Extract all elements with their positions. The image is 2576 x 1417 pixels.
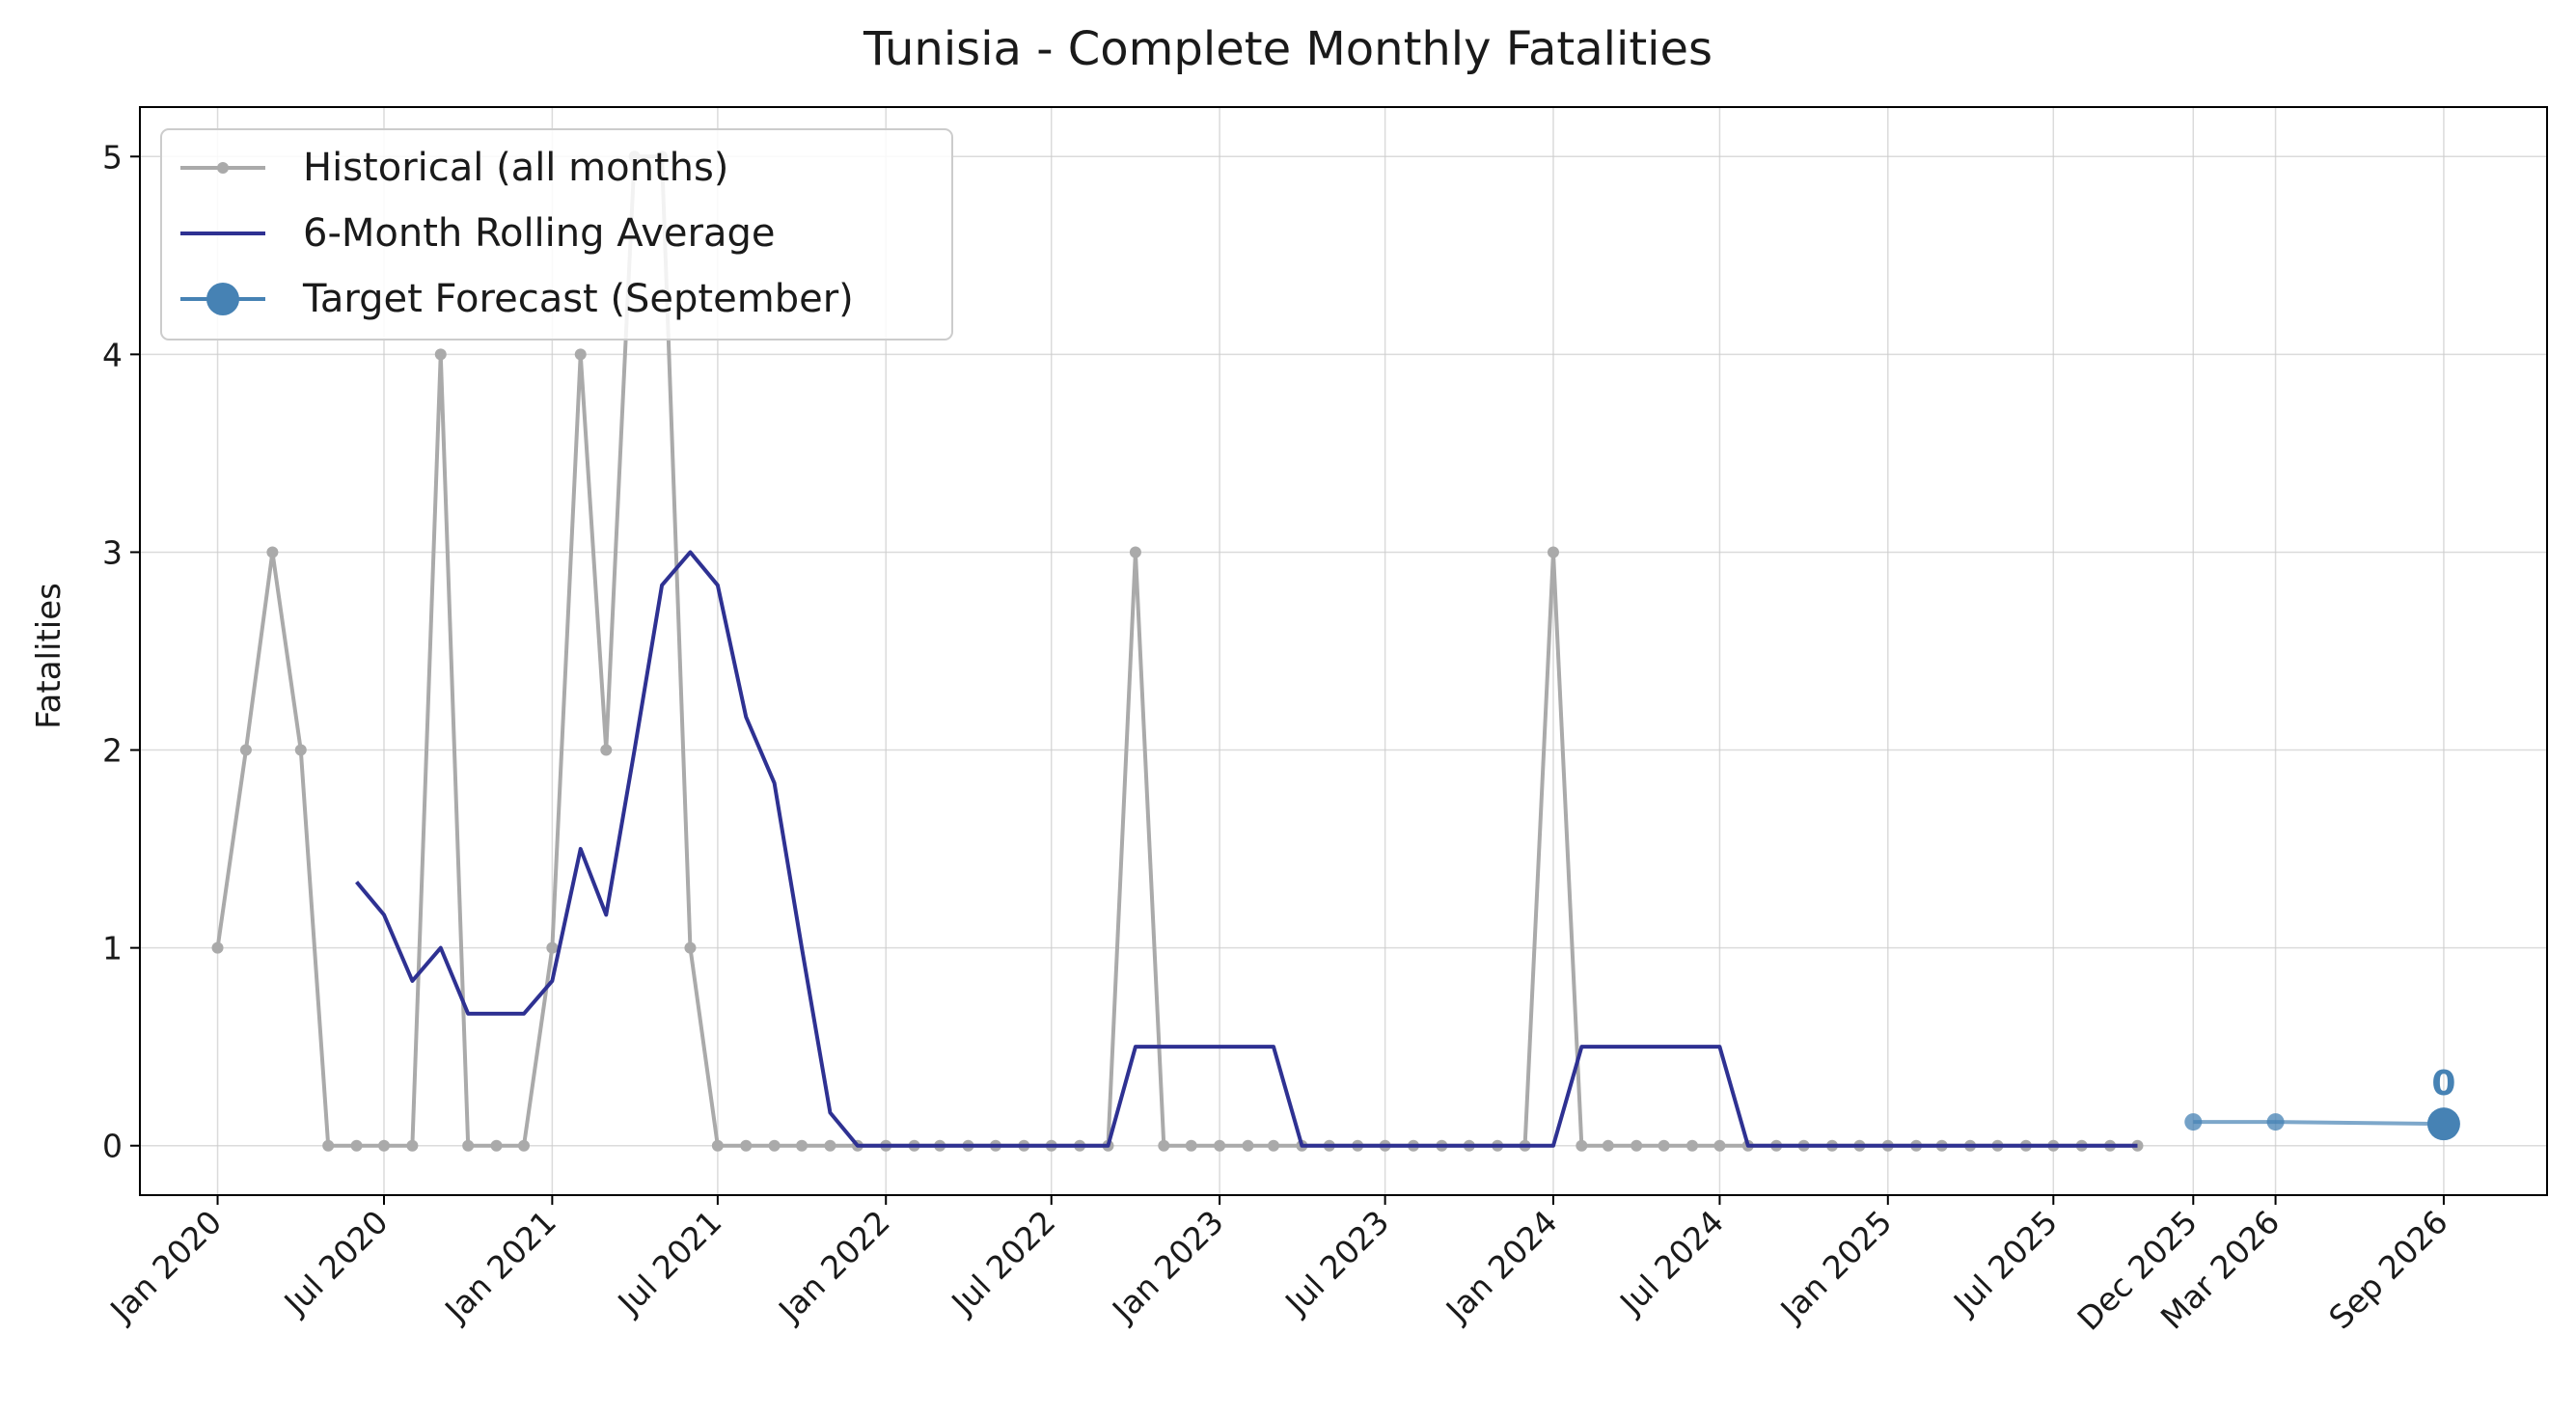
historical-point [574,348,587,361]
historical-point [1602,1139,1614,1152]
forecast-annotation: 0 [2431,1064,2455,1104]
historical-point [546,941,559,954]
historical-point [322,1139,335,1152]
historical-point [1631,1139,1643,1152]
historical-point [378,1139,391,1152]
historical-point [711,1139,724,1152]
forecast-point [2426,1107,2460,1141]
historical-point [239,744,252,756]
forecast-point [2266,1113,2285,1131]
historical-point [1129,546,1141,559]
historical-point [768,1139,781,1152]
y-tick-label: 5 [102,138,123,176]
historical-point [434,348,447,361]
forecast-line [2193,1120,2444,1127]
y-tick-label: 0 [102,1128,123,1165]
y-tick-label: 3 [102,533,123,571]
historical-point [490,1139,503,1152]
legend-rolling-average-label: 6-Month Rolling Average [303,211,776,256]
historical-point [684,941,697,954]
y-tick-label: 2 [102,732,123,770]
historical-point [1713,1139,1726,1152]
legend: Historical (all months) 6-Month Rolling A… [160,128,953,341]
historical-point [462,1139,475,1152]
legend-historical-marker [217,162,229,174]
historical-point [824,1139,836,1152]
forecast-point [2184,1113,2203,1131]
legend-historical-label: Historical (all months) [303,146,728,190]
historical-point [740,1139,753,1152]
legend-forecast-label: Target Forecast (September) [302,277,854,321]
historical-point [517,1139,530,1152]
chart-title: Tunisia - Complete Monthly Fatalities [863,22,1713,76]
rolling-average-line [355,550,2138,1148]
series: 0 [211,150,2460,1152]
historical-point [1686,1139,1699,1152]
historical-point [406,1139,419,1152]
historical-point [1185,1139,1197,1152]
historical-point [1547,546,1559,559]
historical-point [1242,1139,1254,1152]
historical-point [1658,1139,1670,1152]
historical-point [1214,1139,1226,1152]
historical-point [1158,1139,1170,1152]
historical-point [796,1139,808,1152]
y-tick-label: 1 [102,930,123,967]
historical-point [1268,1139,1280,1152]
historical-point [266,546,279,559]
historical-point [294,744,307,756]
plot-frame [139,106,2548,1196]
y-tick-label: 4 [102,336,123,373]
historical-point [1576,1139,1588,1152]
historical-point [350,1139,363,1152]
historical-point [600,744,613,756]
historical-point [211,941,224,954]
legend-forecast-marker [206,283,239,315]
legend-box [160,128,953,341]
y-axis-label: Fatalities [30,583,69,729]
